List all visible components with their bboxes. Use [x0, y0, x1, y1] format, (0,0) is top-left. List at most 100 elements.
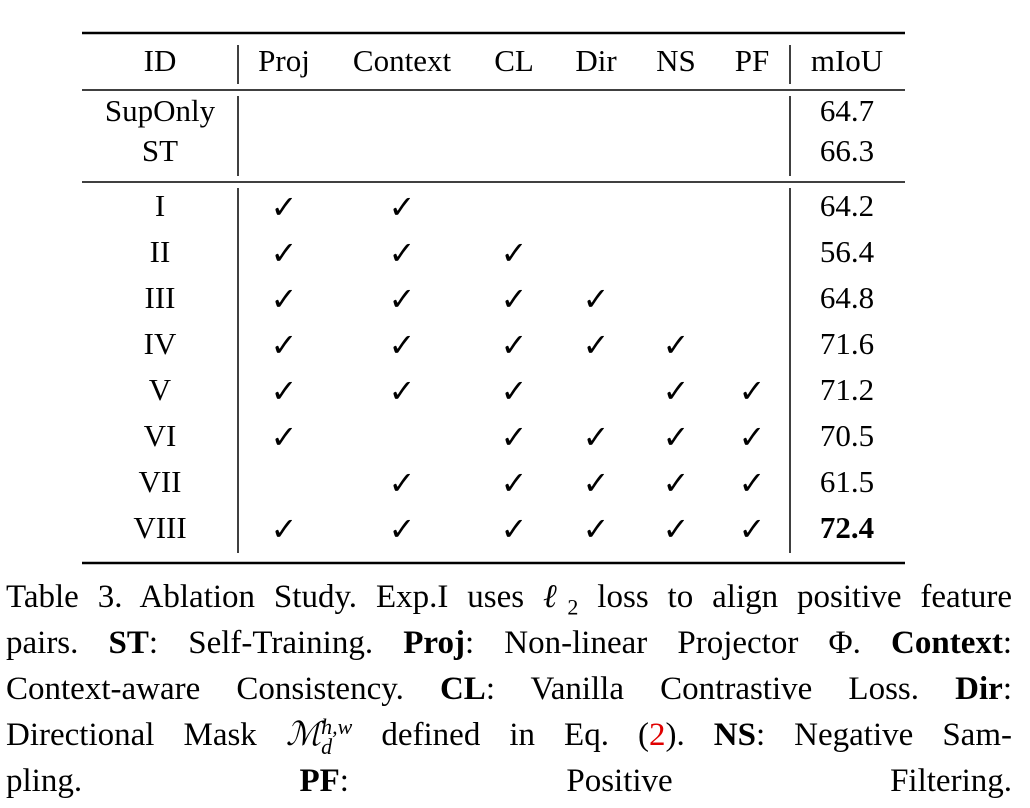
row-id: III — [145, 280, 176, 315]
check-mark: ✓ — [389, 188, 416, 226]
caption-text: Context-aware Consistency. — [6, 671, 440, 707]
check-mark: ✓ — [389, 464, 416, 502]
check-mark: ✓ — [389, 326, 416, 364]
column-header: CL — [494, 43, 534, 78]
caption-line: pling. PF: Positive Filtering. — [6, 758, 1012, 804]
check-mark: ✓ — [663, 510, 690, 548]
caption-line: pairs. ST: Self-Training. Proj: Non-line… — [6, 620, 1012, 666]
miou-value: 72.4 — [820, 510, 874, 545]
math: ℳ — [285, 717, 322, 753]
caption-line: Table 3. Ablation Study. Exp.I uses ℓ2 l… — [6, 574, 1012, 620]
caption-text: : Non-linear Projector Φ. — [464, 625, 892, 661]
check-mark: ✓ — [271, 326, 298, 364]
row-id: VI — [144, 418, 177, 453]
check-mark: ✓ — [501, 418, 528, 456]
term: CL — [439, 671, 486, 707]
row-id: VII — [138, 464, 181, 499]
miou-value: 71.2 — [820, 372, 874, 407]
row-id: II — [150, 234, 171, 269]
miou-value: 61.5 — [820, 464, 874, 499]
math: 2 — [567, 594, 579, 620]
check-mark: ✓ — [583, 326, 610, 364]
row-id: IV — [144, 326, 177, 361]
miou-value: 70.5 — [820, 418, 874, 453]
table: ID Proj Context CL Dir NS PF mIoU SupOnly 64.7 ST 6… — [82, 31, 905, 565]
check-mark: ✓ — [739, 372, 766, 410]
check-mark: ✓ — [501, 234, 528, 272]
caption-text: : Self-Training. — [148, 625, 404, 661]
equation-link[interactable]: 2 — [649, 717, 666, 753]
caption-text: : Positive Filtering. — [339, 763, 1012, 799]
caption-text: pairs. — [6, 625, 109, 661]
caption-text: defined in Eq. ( — [352, 717, 649, 753]
column-header: ID — [144, 43, 177, 78]
miou-value: 64.7 — [820, 93, 874, 128]
check-mark: ✓ — [389, 510, 416, 548]
miou-value: 64.2 — [820, 188, 874, 223]
column-header: Context — [353, 43, 452, 78]
term: Proj — [403, 625, 465, 661]
term: NS — [713, 717, 756, 753]
check-mark: ✓ — [739, 418, 766, 456]
check-mark: ✓ — [739, 510, 766, 548]
check-mark: ✓ — [663, 326, 690, 364]
column-header: PF — [735, 43, 769, 78]
row-id: ST — [142, 133, 178, 168]
check-mark: ✓ — [501, 326, 528, 364]
miou-value: 64.8 — [820, 280, 874, 315]
caption-text: pling. — [6, 763, 300, 799]
math: h,w — [321, 714, 353, 740]
check-mark: ✓ — [663, 464, 690, 502]
row-id: I — [155, 188, 165, 223]
check-mark: ✓ — [271, 510, 298, 548]
column-header: Dir — [575, 43, 617, 78]
row-id: V — [149, 372, 172, 407]
check-mark: ✓ — [271, 280, 298, 318]
caption-text: : — [1002, 625, 1012, 661]
check-mark: ✓ — [583, 280, 610, 318]
row-id: VIII — [133, 510, 186, 545]
check-mark: ✓ — [583, 418, 610, 456]
miou-value: 71.6 — [820, 326, 874, 361]
check-mark: ✓ — [389, 280, 416, 318]
check-mark: ✓ — [739, 464, 766, 502]
check-mark: ✓ — [501, 464, 528, 502]
term: Dir — [955, 671, 1003, 707]
check-mark: ✓ — [271, 372, 298, 410]
caption-text: : Negative Sam- — [755, 717, 1012, 753]
check-mark: ✓ — [271, 234, 298, 272]
caption-line: Context-aware Consistency. CL: Vanilla C… — [6, 666, 1012, 712]
check-mark: ✓ — [663, 418, 690, 456]
column-header: mIoU — [811, 43, 883, 78]
check-mark: ✓ — [663, 372, 690, 410]
check-mark: ✓ — [271, 418, 298, 456]
check-mark: ✓ — [501, 372, 528, 410]
term: Context — [891, 625, 1003, 661]
row-id: SupOnly — [105, 93, 216, 128]
caption-text: loss to align positive feature — [578, 579, 1012, 615]
caption: Table 3. Ablation Study. Exp.I uses ℓ2 l… — [6, 574, 1012, 804]
miou-value: 56.4 — [820, 234, 875, 269]
check-mark: ✓ — [501, 280, 528, 318]
miou-value: 66.3 — [820, 133, 874, 168]
math-scripts: h,w d — [321, 714, 353, 760]
caption-text: Table 3. Ablation Study. Exp.I uses — [6, 579, 543, 615]
term: ST — [108, 625, 149, 661]
check-mark: ✓ — [501, 510, 528, 548]
check-mark: ✓ — [271, 188, 298, 226]
check-mark: ✓ — [389, 372, 416, 410]
math: d — [321, 734, 333, 760]
term: PF — [299, 763, 340, 799]
check-mark: ✓ — [389, 234, 416, 272]
check-mark: ✓ — [583, 510, 610, 548]
check-mark: ✓ — [583, 464, 610, 502]
caption-text: : Vanilla Contrastive Loss. — [485, 671, 956, 707]
caption-text: Directional Mask — [6, 717, 286, 753]
caption-text: ). — [665, 717, 714, 753]
column-header: NS — [656, 43, 696, 78]
caption-text: : — [1002, 671, 1012, 707]
column-header: Proj — [258, 43, 310, 78]
math: ℓ — [543, 579, 568, 615]
